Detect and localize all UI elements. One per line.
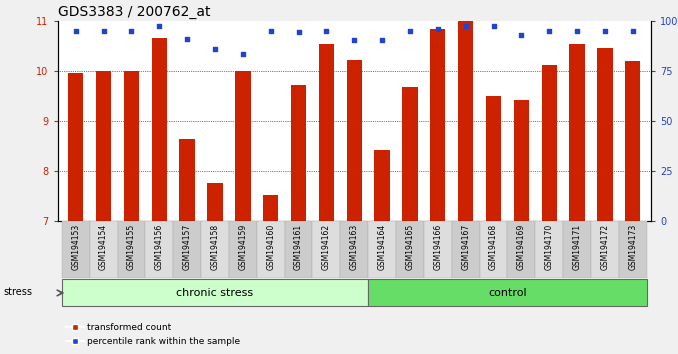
Bar [514, 100, 529, 221]
Bar [396, 221, 424, 278]
Point [433, 26, 443, 32]
Bar [486, 96, 501, 221]
Point [460, 23, 471, 29]
Text: GSM194154: GSM194154 [99, 224, 108, 270]
Text: chronic stress: chronic stress [176, 288, 254, 298]
Point [154, 23, 165, 29]
Text: GSM194165: GSM194165 [405, 224, 414, 270]
Point [210, 46, 220, 52]
Text: GSM194157: GSM194157 [182, 224, 192, 270]
Bar [235, 71, 250, 221]
Bar [424, 221, 452, 278]
Bar [96, 71, 111, 221]
Legend: transformed count, percentile rank within the sample: transformed count, percentile rank withi… [62, 320, 243, 349]
Bar [542, 65, 557, 221]
Bar [346, 60, 362, 221]
Bar [201, 221, 229, 278]
Bar [430, 29, 445, 221]
Bar [117, 221, 145, 278]
Point [488, 23, 499, 29]
Point [599, 28, 610, 34]
Point [377, 37, 388, 42]
Bar [62, 221, 89, 278]
Text: GSM194159: GSM194159 [239, 224, 247, 270]
Point [544, 28, 555, 34]
Bar [173, 221, 201, 278]
Bar [319, 44, 334, 221]
Text: GSM194168: GSM194168 [489, 224, 498, 270]
Point [516, 33, 527, 38]
Bar [89, 221, 117, 278]
Bar [68, 73, 83, 221]
Bar [62, 279, 368, 307]
Bar [452, 221, 479, 278]
Text: GDS3383 / 200762_at: GDS3383 / 200762_at [58, 5, 210, 19]
Bar [597, 48, 613, 221]
Point [98, 28, 109, 34]
Bar [257, 221, 285, 278]
Point [321, 28, 332, 34]
Text: GSM194163: GSM194163 [350, 224, 359, 270]
Point [293, 29, 304, 35]
Point [182, 36, 193, 41]
Bar [570, 44, 584, 221]
Text: GSM194158: GSM194158 [210, 224, 220, 270]
Point [572, 28, 582, 34]
Bar [591, 221, 619, 278]
Bar [625, 61, 641, 221]
Text: GSM194164: GSM194164 [378, 224, 386, 270]
Text: GSM194160: GSM194160 [266, 224, 275, 270]
Bar [619, 221, 647, 278]
Text: GSM194171: GSM194171 [573, 224, 582, 270]
Text: GSM194162: GSM194162 [322, 224, 331, 270]
Bar [536, 221, 563, 278]
Bar [340, 221, 368, 278]
Text: GSM194172: GSM194172 [601, 224, 610, 270]
Text: control: control [488, 288, 527, 298]
Bar [374, 150, 390, 221]
Bar [291, 85, 306, 221]
Text: GSM194169: GSM194169 [517, 224, 526, 270]
Bar [563, 221, 591, 278]
Text: GSM194173: GSM194173 [629, 224, 637, 270]
Text: GSM194167: GSM194167 [461, 224, 470, 270]
Point [265, 28, 276, 34]
Text: GSM194156: GSM194156 [155, 224, 164, 270]
Bar [152, 38, 167, 221]
Bar [285, 221, 313, 278]
Bar [263, 195, 279, 221]
Bar [229, 221, 257, 278]
Text: stress: stress [3, 287, 33, 297]
Bar [458, 21, 473, 221]
Bar [402, 87, 418, 221]
Point [71, 28, 81, 34]
Point [405, 28, 416, 34]
Bar [124, 71, 139, 221]
Point [237, 51, 248, 57]
Bar [313, 221, 340, 278]
Text: GSM194161: GSM194161 [294, 224, 303, 270]
Text: GSM194166: GSM194166 [433, 224, 442, 270]
Point [126, 28, 137, 34]
Point [627, 28, 638, 34]
Bar [368, 221, 396, 278]
Bar [507, 221, 536, 278]
Bar [180, 139, 195, 221]
Bar [479, 221, 507, 278]
Bar [368, 279, 647, 307]
Point [348, 37, 359, 42]
Bar [145, 221, 173, 278]
Text: GSM194153: GSM194153 [71, 224, 80, 270]
Text: GSM194170: GSM194170 [544, 224, 554, 270]
Text: GSM194155: GSM194155 [127, 224, 136, 270]
Bar [207, 183, 222, 221]
